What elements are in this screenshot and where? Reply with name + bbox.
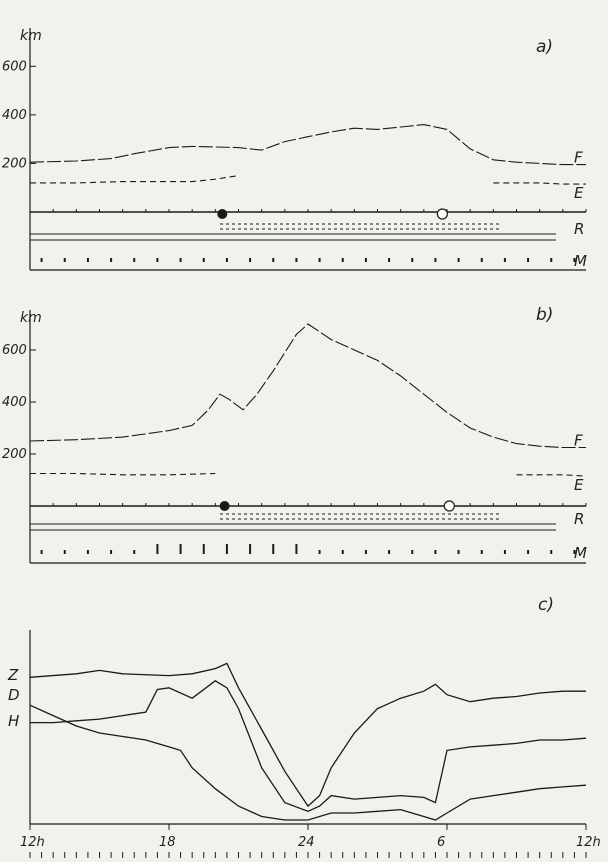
series-line-Z <box>29 662 586 808</box>
x-tick-label: 6 <box>437 835 445 850</box>
panel-label: b) <box>536 305 553 325</box>
series-label-E: E <box>574 184 584 202</box>
y-unit-label: km <box>20 310 42 326</box>
x-tick-label: 12h <box>576 835 601 850</box>
row-label-R: R <box>574 510 584 528</box>
series-label-H: H <box>8 712 19 730</box>
panel-label: c) <box>538 595 554 615</box>
y-tick-label: 600 <box>2 343 27 358</box>
panel-label: a) <box>536 37 553 57</box>
series-line-E <box>516 474 587 477</box>
y-tick-label: 200 <box>2 156 27 171</box>
x-tick-label: 18 <box>159 835 176 850</box>
row-label-R: R <box>574 220 584 238</box>
series-label-E: E <box>574 476 584 494</box>
series-label-D: D <box>8 686 20 704</box>
row-label-M: M <box>574 252 587 270</box>
sunset-marker <box>217 209 228 219</box>
series-line-E <box>30 175 239 184</box>
series-line-D <box>30 680 587 813</box>
series-label-F: F <box>574 432 583 450</box>
panel-b: km b) 200 400 600 F ERM <box>2 305 587 564</box>
row-label-M: M <box>574 544 587 562</box>
y-tick-label: 200 <box>2 447 27 462</box>
y-tick-label: 600 <box>2 59 27 74</box>
series-line-H <box>29 704 587 821</box>
sunrise-marker <box>436 208 448 220</box>
panel-c: c) ZDH 12h 18 24 6 12h <box>7 595 601 858</box>
x-tick-label: 12h <box>20 835 45 850</box>
series-line-F <box>29 124 586 166</box>
series-line-F <box>29 323 586 449</box>
sunset-marker <box>219 501 230 511</box>
y-tick-label: 400 <box>2 395 27 410</box>
series-label-F: F <box>574 149 583 167</box>
y-tick-label: 400 <box>2 108 27 123</box>
series-label-Z: Z <box>7 666 19 684</box>
x-tick-label: 24 <box>298 835 315 850</box>
series-line-E <box>30 472 216 476</box>
sunrise-marker <box>443 500 455 512</box>
series-line-E <box>493 182 586 185</box>
y-unit-label: km <box>20 28 42 44</box>
